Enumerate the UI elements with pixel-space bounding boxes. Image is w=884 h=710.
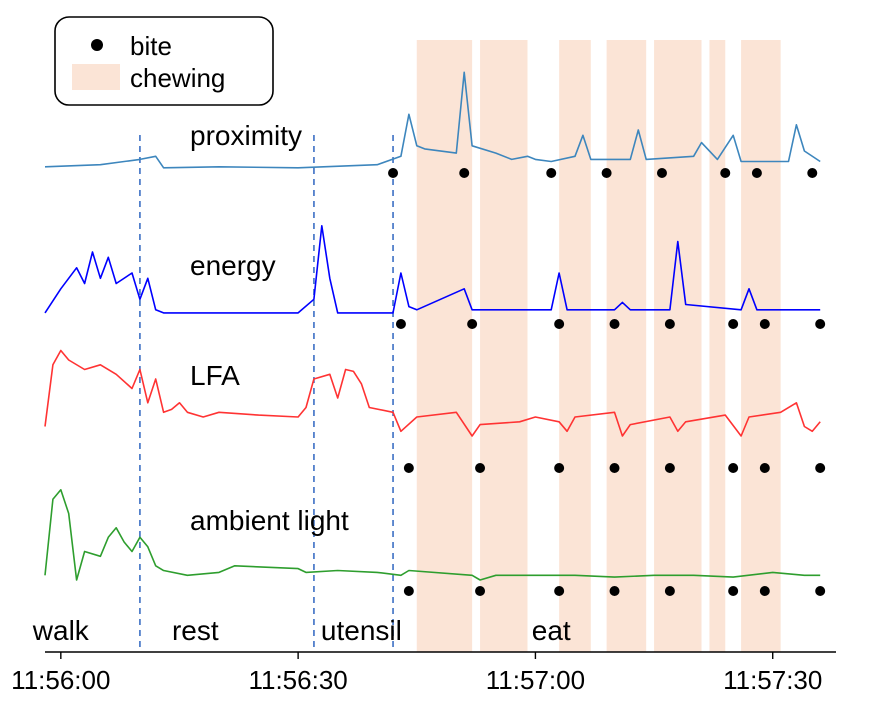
legend-bite-marker xyxy=(91,39,103,51)
lfa-bite-7 xyxy=(759,463,770,473)
chewing-bands xyxy=(416,40,781,652)
phase-labels: walk rest utensil eat xyxy=(32,615,571,646)
proximity-bite-2 xyxy=(459,168,470,178)
x-axis: 11:56:00 11:56:30 11:57:00 11:57:30 xyxy=(11,651,836,695)
chewing-band-4 xyxy=(606,40,647,652)
proximity-bite-8 xyxy=(807,168,818,178)
legend-chewing-label: chewing xyxy=(130,63,225,93)
phase-label-walk: walk xyxy=(32,615,90,646)
chewing-band-3 xyxy=(559,40,591,652)
ambient-light-bite-2 xyxy=(475,586,486,596)
x-tick-label-2: 11:56:30 xyxy=(248,665,347,695)
lfa-bite-3 xyxy=(554,463,565,473)
ambient-light-bite-1 xyxy=(403,586,414,596)
chewing-band-7 xyxy=(741,40,781,652)
lfa-bite-2 xyxy=(475,463,486,473)
lfa-line xyxy=(44,349,821,437)
energy-bite-6 xyxy=(728,319,739,329)
phase-label-rest: rest xyxy=(172,615,219,646)
lfa-label: LFA xyxy=(190,360,240,391)
energy-bite-4 xyxy=(609,319,620,329)
ambient-light-bite-6 xyxy=(728,586,739,596)
lfa-bite-1 xyxy=(403,463,414,473)
ambient-light-label: ambient light xyxy=(190,505,349,536)
energy-bite-3 xyxy=(554,319,565,329)
proximity-label: proximity xyxy=(190,120,302,151)
proximity-bite-4 xyxy=(601,168,612,178)
series-labels: proximity energy LFA ambient light xyxy=(190,120,349,536)
energy-bite-2 xyxy=(467,319,478,329)
ambient-light-bite-7 xyxy=(759,586,770,596)
chewing-band-6 xyxy=(709,40,726,652)
phase-label-eat: eat xyxy=(532,615,571,646)
bite-markers xyxy=(388,168,826,596)
lfa-bite-8 xyxy=(815,463,826,473)
energy-bite-5 xyxy=(664,319,675,329)
x-tick-label-1: 11:56:00 xyxy=(11,665,110,695)
phase-label-utensil: utensil xyxy=(321,615,402,646)
lfa-bite-6 xyxy=(728,463,739,473)
chewing-band-5 xyxy=(654,40,702,652)
sensor-series xyxy=(44,71,821,581)
ambient-light-line xyxy=(44,489,821,581)
proximity-line xyxy=(44,71,821,169)
chewing-band-2 xyxy=(480,40,528,652)
energy-label: energy xyxy=(190,250,276,281)
lfa-bite-5 xyxy=(664,463,675,473)
x-tick-label-4: 11:57:30 xyxy=(723,665,822,695)
energy-bite-7 xyxy=(759,319,770,329)
proximity-bite-5 xyxy=(656,168,667,178)
proximity-bite-7 xyxy=(751,168,762,178)
ambient-light-bite-4 xyxy=(609,586,620,596)
lfa-bite-4 xyxy=(609,463,620,473)
legend-chewing-marker xyxy=(72,64,120,90)
energy-bite-1 xyxy=(395,319,406,329)
chewing-band-1 xyxy=(416,40,473,652)
x-tick-label-3: 11:57:00 xyxy=(486,665,585,695)
energy-line xyxy=(44,225,821,314)
ambient-light-bite-3 xyxy=(554,586,565,596)
proximity-bite-3 xyxy=(546,168,557,178)
legend-bite-label: bite xyxy=(130,31,172,61)
activity-boundaries xyxy=(139,135,394,648)
proximity-bite-1 xyxy=(388,168,399,178)
proximity-bite-6 xyxy=(720,168,731,178)
energy-bite-8 xyxy=(815,319,826,329)
ambient-light-bite-5 xyxy=(664,586,675,596)
ambient-light-bite-8 xyxy=(815,586,826,596)
